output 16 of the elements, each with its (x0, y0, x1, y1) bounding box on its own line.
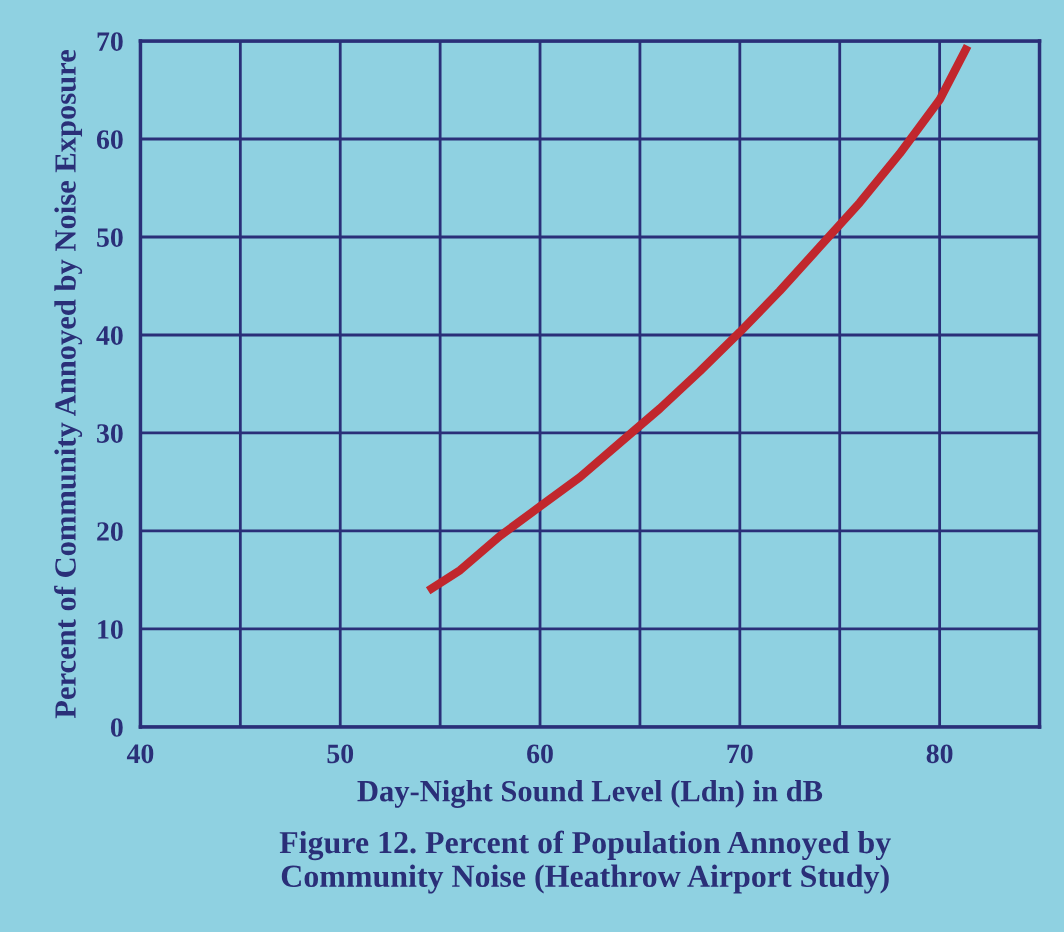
y-tick-label: 10 (98, 620, 123, 639)
y-tick-label: 30 (97, 424, 123, 443)
x-tick-label: 60 (527, 744, 553, 764)
x-tick-label: 80 (926, 744, 953, 764)
y-tick-label: 70 (97, 32, 123, 51)
x-tick-label: 40 (126, 744, 154, 764)
x-tick-label: 50 (327, 744, 354, 764)
y-tick-label: 60 (96, 130, 123, 149)
x-tick-label: 70 (727, 744, 753, 764)
y-tick-label: 20 (97, 522, 123, 541)
y-tick-label: 50 (97, 228, 123, 247)
text: Figure 12. Percent of Population Annoyed by Community Noise (Heathrow Airport Study) (279, 830, 891, 894)
x-axis-title: Day-Night Sound Level (Ldn) in dB (357, 779, 823, 808)
y-tick-label: 40 (96, 326, 123, 345)
y-tick-label: 0 (110, 718, 123, 737)
y-axis-title: Percent of Community Annoyed by Noise Exposure (54, 50, 83, 719)
